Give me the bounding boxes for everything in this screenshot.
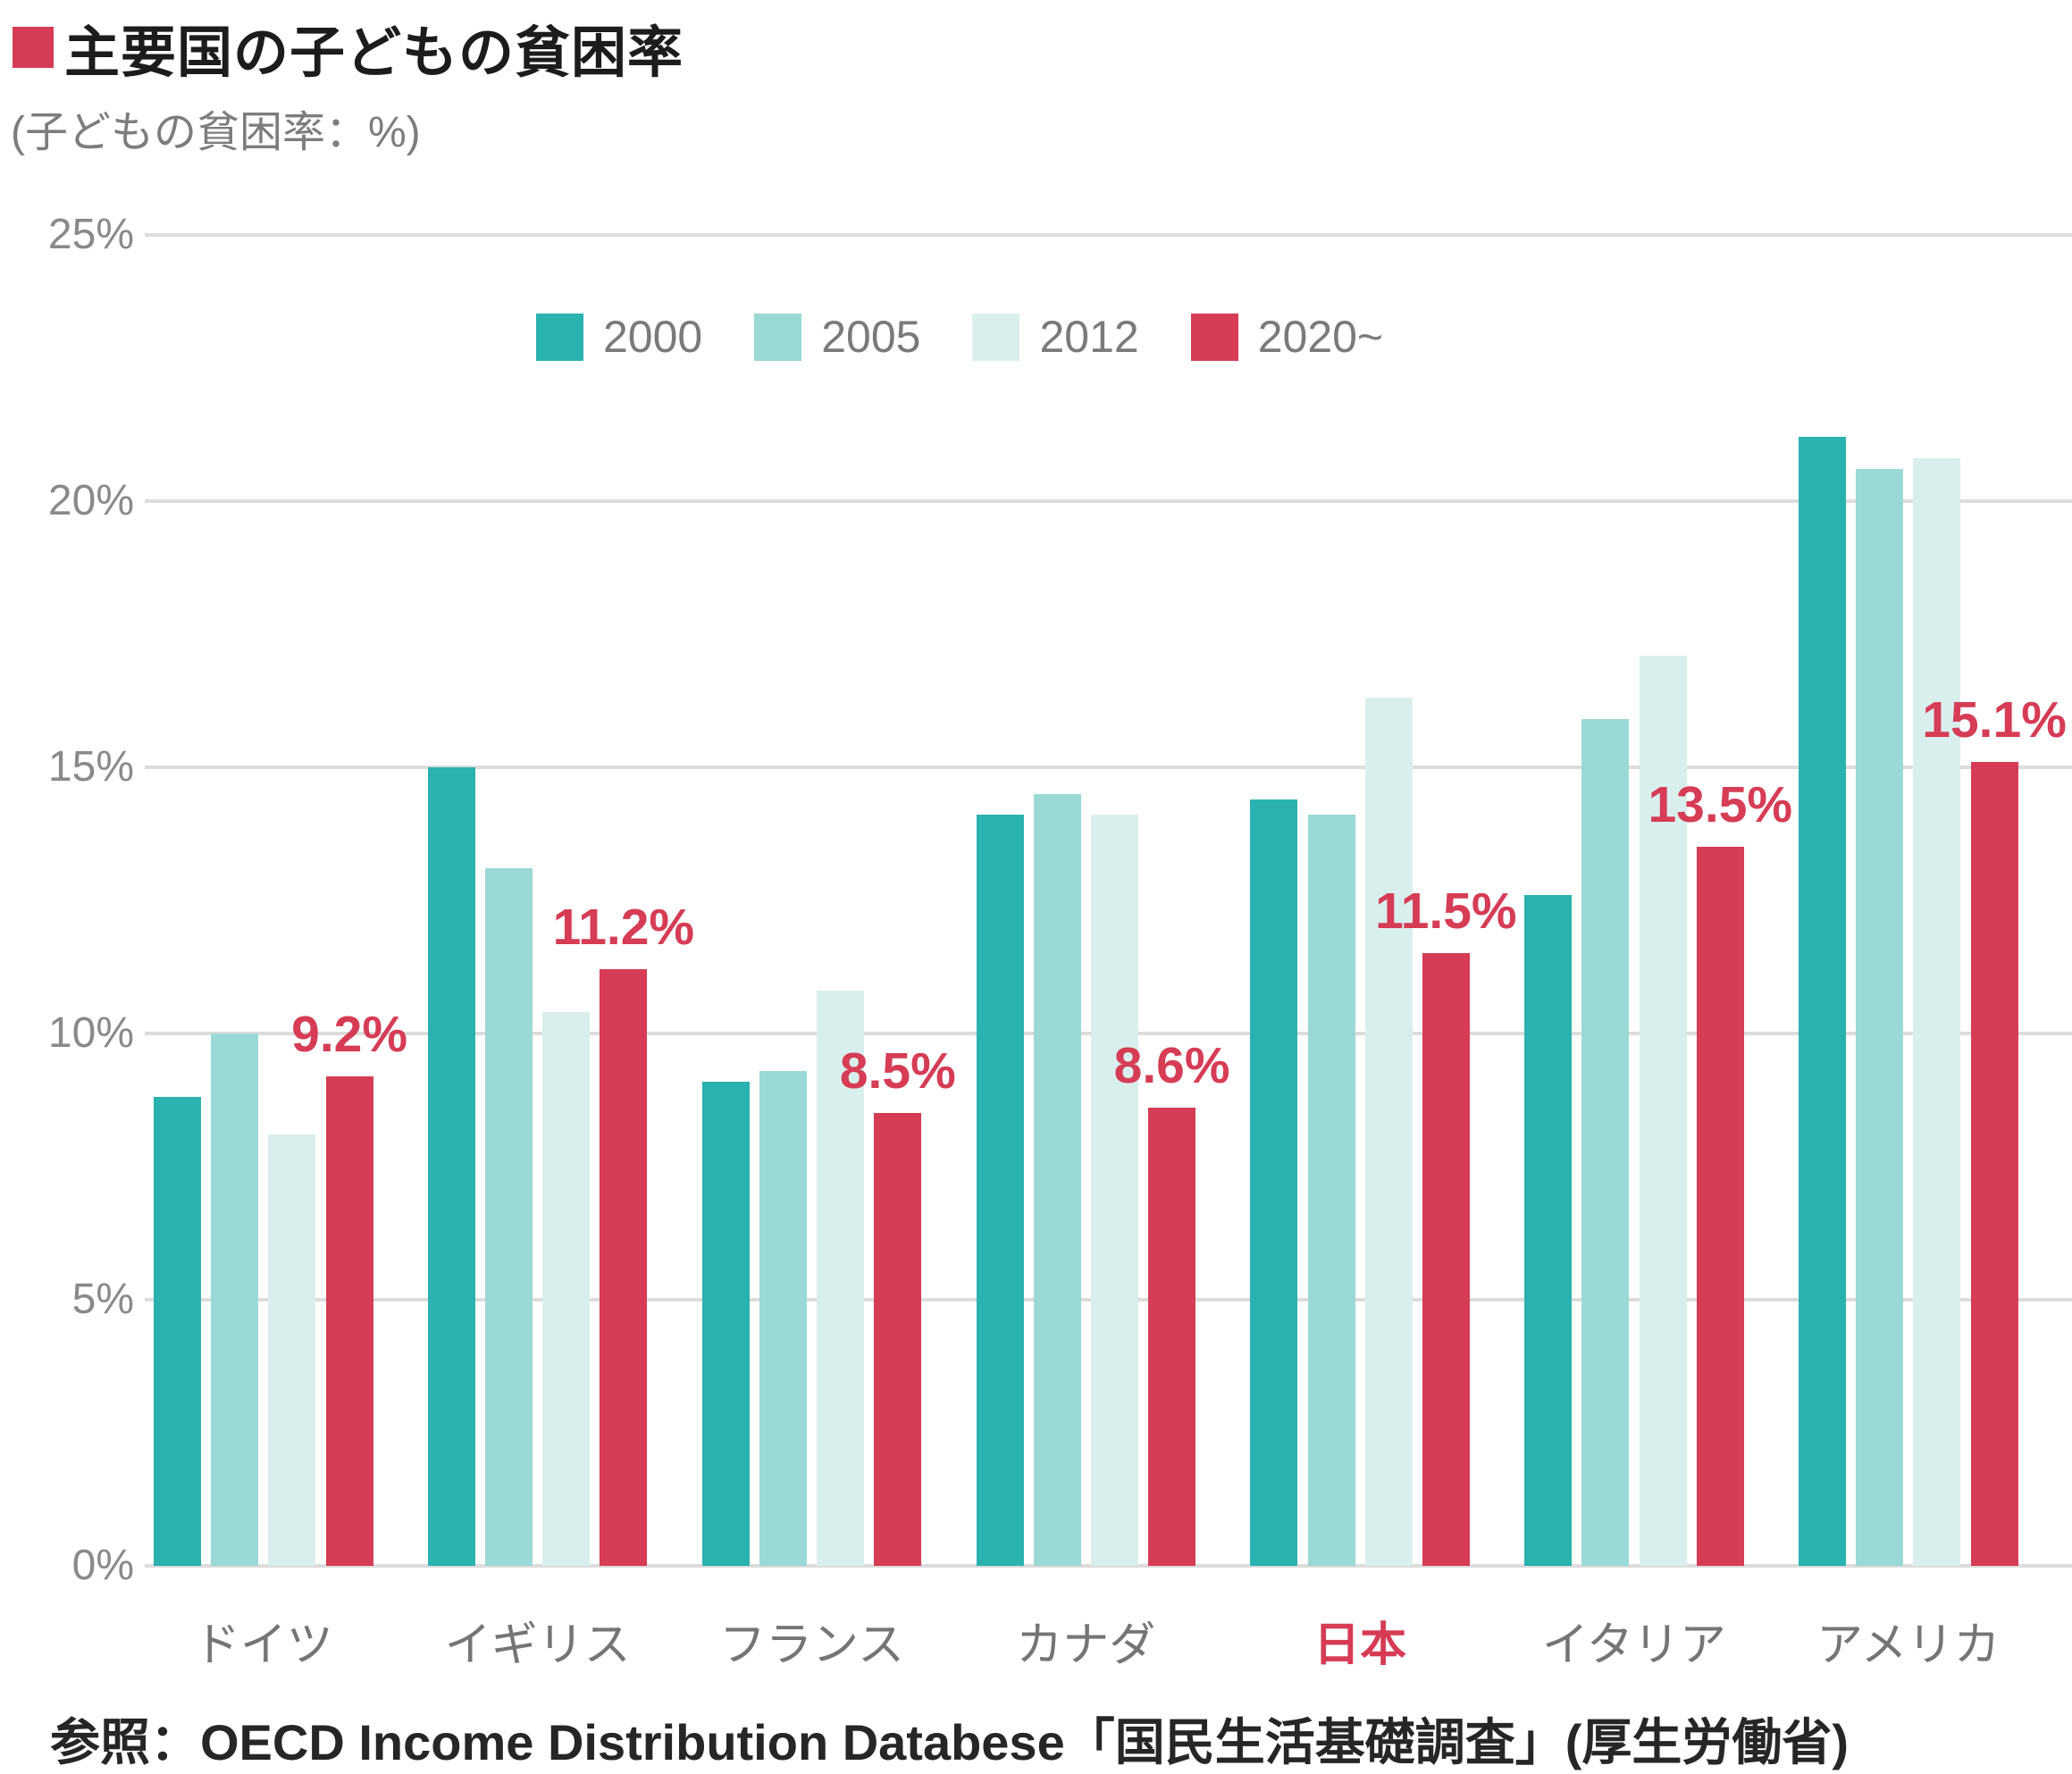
data-label-ドイツ: 9.2%	[291, 1005, 408, 1063]
x-axis-label-フランス: フランス	[719, 1619, 904, 1671]
legend-item-2005: 2005	[754, 314, 920, 361]
bar-2020~-フランス	[874, 1113, 922, 1566]
legend-label-2012: 2012	[1039, 312, 1139, 362]
data-label-フランス: 8.5%	[839, 1042, 956, 1100]
bar-2020~-カナダ	[1148, 1108, 1196, 1566]
chart-title: 主要国の子どもの貧困率	[13, 7, 684, 88]
y-tick-label-25%: 25%	[47, 210, 134, 258]
gridline-25%	[145, 232, 2072, 237]
legend-swatch-2005	[754, 314, 802, 361]
bar-2005-日本	[1307, 815, 1355, 1566]
legend: 2000 2005 2012 2020~	[536, 314, 1383, 361]
legend-item-2000: 2000	[536, 314, 702, 361]
legend-label-2020~: 2020~	[1257, 312, 1384, 362]
bar-2000-イギリス	[427, 766, 475, 1566]
bar-2020~-イタリア	[1696, 847, 1744, 1566]
bar-2005-ドイツ	[211, 1033, 259, 1566]
source-note: 参照：OECD Income Distribution Databese「国民生…	[50, 1714, 1850, 1770]
legend-swatch-2020~	[1190, 314, 1238, 361]
bar-2000-イタリア	[1524, 894, 1573, 1566]
y-tick-label-5%: 5%	[71, 1275, 134, 1323]
y-tick-label-0%: 0%	[71, 1542, 134, 1589]
data-label-カナダ: 8.6%	[1113, 1037, 1230, 1095]
bar-2020~-日本	[1422, 953, 1470, 1566]
y-tick-label-20%: 20%	[47, 476, 134, 524]
bar-2005-イギリス	[485, 868, 533, 1566]
title-bullet-square	[13, 27, 54, 68]
data-label-イタリア: 13.5%	[1648, 776, 1793, 834]
x-axis-label-ドイツ: ドイツ	[193, 1619, 333, 1671]
bar-2012-ドイツ	[268, 1134, 316, 1566]
legend-label-2005: 2005	[821, 312, 921, 362]
data-label-日本: 11.5%	[1375, 883, 1517, 941]
legend-item-2020~: 2020~	[1190, 312, 1384, 362]
x-axis-label-イタリア: イタリア	[1541, 1619, 1726, 1671]
legend-swatch-2012	[972, 314, 1020, 361]
x-axis-label-イギリス: イギリス	[444, 1619, 631, 1671]
x-axis-label-カナダ: カナダ	[1016, 1619, 1156, 1671]
legend-swatch-2000	[536, 314, 583, 361]
bar-2000-フランス	[701, 1081, 750, 1566]
y-axis-unit-label: (子どもの貧困率：%)	[11, 109, 421, 156]
bar-2012-イギリス	[542, 1012, 591, 1566]
bar-2000-カナダ	[976, 815, 1024, 1566]
data-label-アメリカ: 15.1%	[1922, 690, 2067, 749]
bar-2005-フランス	[759, 1070, 807, 1566]
y-tick-label-10%: 10%	[47, 1008, 134, 1057]
bar-2005-イタリア	[1581, 719, 1630, 1566]
bar-2000-ドイツ	[154, 1097, 201, 1566]
x-axis-label-日本: 日本	[1313, 1619, 1407, 1671]
data-label-イギリス: 11.2%	[552, 899, 695, 957]
bar-2000-アメリカ	[1799, 437, 1846, 1566]
bar-2020~-アメリカ	[1970, 761, 2018, 1566]
bar-2012-フランス	[817, 991, 865, 1566]
bar-2012-カナダ	[1090, 815, 1138, 1566]
chart-title-text: 主要国の子どもの貧困率	[64, 22, 684, 84]
gridline-15%	[145, 765, 2072, 769]
bar-2000-日本	[1250, 799, 1298, 1566]
bar-2020~-イギリス	[600, 969, 648, 1566]
legend-item-2012: 2012	[972, 312, 1139, 362]
x-axis-label-アメリカ: アメリカ	[1816, 1619, 2001, 1671]
bar-2012-日本	[1364, 698, 1413, 1566]
y-tick-label-15%: 15%	[47, 742, 134, 791]
bar-2005-カナダ	[1033, 793, 1081, 1566]
bar-2012-イタリア	[1639, 655, 1687, 1566]
bar-2020~-ドイツ	[325, 1075, 373, 1566]
bar-2005-アメリカ	[1856, 468, 1904, 1566]
bar-2012-アメリカ	[1913, 457, 1961, 1566]
gridline-0%	[145, 1564, 2072, 1568]
gridline-20%	[145, 498, 2072, 503]
legend-label-2000: 2000	[603, 312, 703, 362]
